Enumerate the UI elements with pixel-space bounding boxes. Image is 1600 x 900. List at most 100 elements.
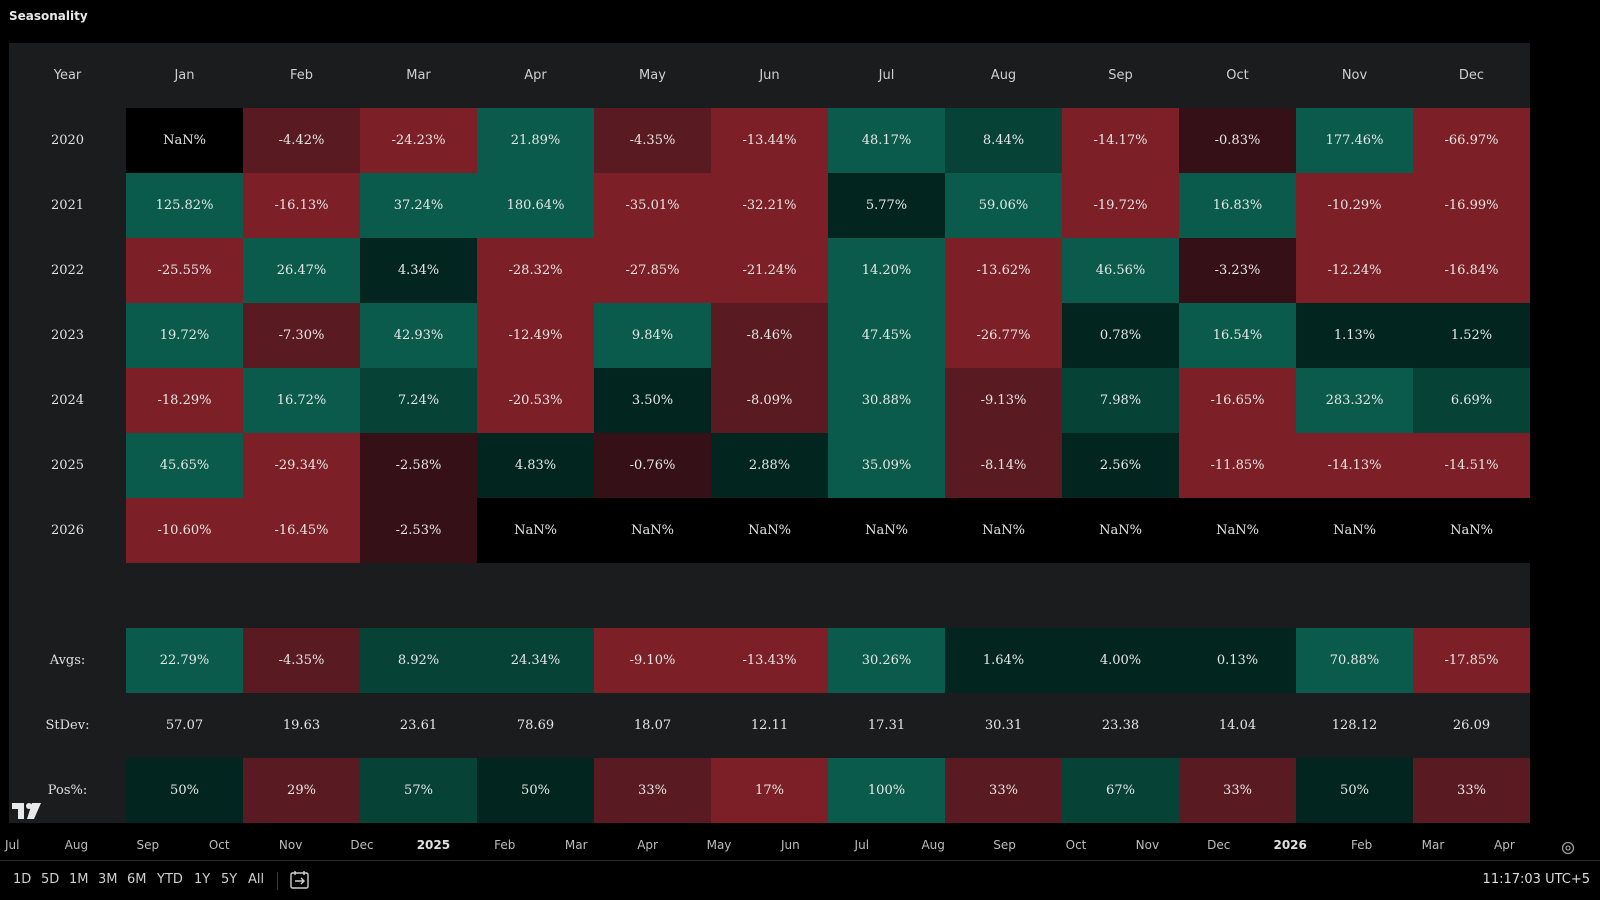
range-button-ytd[interactable]: YTD [157,872,183,887]
heatmap-cell: 4.34% [360,238,477,303]
summary-cell: 33% [1413,758,1530,823]
heatmap-cell: -21.24% [711,238,828,303]
summary-cell: 50% [1296,758,1413,823]
heatmap-cell: NaN% [1179,498,1296,563]
range-button-1y[interactable]: 1Y [194,872,211,887]
summary-cell: 1.64% [945,628,1062,693]
range-button-1d[interactable]: 1D [13,872,32,887]
column-header-feb: Feb [289,68,314,83]
heatmap-cell: -8.14% [945,433,1062,498]
heatmap-cell: -2.58% [360,433,477,498]
bottom-toolbar: 1D 5D 1M 3M 6M YTD 1Y 5Y All 11:17:03 UTC+5 [0,862,1600,900]
summary-cell: 50% [126,758,243,823]
time-axis-tick: Jun [781,838,800,852]
summary-cell: 4.00% [1062,628,1179,693]
heatmap-cell: NaN% [711,498,828,563]
time-axis-tick: Feb [494,838,516,852]
heatmap-cell: 45.65% [126,433,243,498]
heatmap-cell: -32.21% [711,173,828,238]
range-button-1m[interactable]: 1M [69,872,89,887]
range-button-3m[interactable]: 3M [98,872,118,887]
heatmap-cell: -0.76% [594,433,711,498]
summary-cell: -13.43% [711,628,828,693]
heatmap-cell: -35.01% [594,173,711,238]
summary-cell: 33% [945,758,1062,823]
date-range-icon[interactable] [289,870,311,890]
time-axis-tick: Apr [637,838,658,852]
time-axis-tick: Nov [1135,838,1160,852]
range-button-5d[interactable]: 5D [41,872,60,887]
range-button-6m[interactable]: 6M [127,872,147,887]
summary-label-avgs: Avgs: [49,653,86,668]
row-label-2025: 2025 [50,458,85,473]
heatmap-cell: 7.24% [360,368,477,433]
column-header-jul: Jul [878,68,895,83]
heatmap-cell: -10.29% [1296,173,1413,238]
column-header-mar: Mar [406,68,431,83]
heatmap-cell: -11.85% [1179,433,1296,498]
heatmap-cell: 125.82% [126,173,243,238]
summary-cell: 128.12 [1331,718,1378,733]
heatmap-cell: -8.46% [711,303,828,368]
heatmap-cell: -13.44% [711,108,828,173]
heatmap-cell: 180.64% [477,173,594,238]
summary-cell: 33% [1179,758,1296,823]
heatmap-cell: 6.69% [1413,368,1530,433]
heatmap-cell: -3.23% [1179,238,1296,303]
heatmap-cell: 16.54% [1179,303,1296,368]
indicator-title: Seasonality [9,9,88,23]
heatmap-cell: -27.85% [594,238,711,303]
heatmap-cell: NaN% [594,498,711,563]
heatmap-cell: -66.97% [1413,108,1530,173]
heatmap-cell: -14.51% [1413,433,1530,498]
time-axis-tick: 2025 [416,838,451,852]
time-axis-tick: Mar [1421,838,1445,852]
heatmap-cell: -29.34% [243,433,360,498]
clock-readout[interactable]: 11:17:03 UTC+5 [1482,872,1590,887]
heatmap-cell: 8.44% [945,108,1062,173]
summary-cell: 70.88% [1296,628,1413,693]
heatmap-cell: 37.24% [360,173,477,238]
time-axis-tick: Nov [278,838,303,852]
heatmap-cell: 5.77% [828,173,945,238]
heatmap-cell: 35.09% [828,433,945,498]
summary-label-stdev: StDev: [45,718,90,733]
summary-cell: 19.63 [282,718,321,733]
time-axis: Jul Aug Sep Oct Nov Dec 2025 Feb Mar Apr May Jun Jul… [0,838,1600,858]
summary-cell: -17.85% [1413,628,1530,693]
heatmap-cell: -16.65% [1179,368,1296,433]
time-axis-tick: Mar [564,838,588,852]
summary-cell: 22.79% [126,628,243,693]
summary-cell: -9.10% [594,628,711,693]
time-axis-tick: Aug [921,838,945,852]
column-header-year: Year [53,68,82,83]
range-button-all[interactable]: All [248,872,265,887]
heatmap-cell: -16.13% [243,173,360,238]
summary-cell: -4.35% [243,628,360,693]
heatmap-cell: 4.83% [477,433,594,498]
summary-cell: 29% [243,758,360,823]
row-label-2024: 2024 [50,393,85,408]
heatmap-cell: 47.45% [828,303,945,368]
heatmap-cell: 21.89% [477,108,594,173]
heatmap-cell: NaN% [1296,498,1413,563]
heatmap-cell: 48.17% [828,108,945,173]
heatmap-cell: NaN% [1062,498,1179,563]
time-axis-tick: May [706,838,732,852]
heatmap-cell: -10.60% [126,498,243,563]
time-axis-tick: Dec [1207,838,1231,852]
heatmap-cell: NaN% [828,498,945,563]
summary-cell: 12.11 [750,718,789,733]
heatmap-cell: NaN% [945,498,1062,563]
time-axis-tick: Apr [1494,838,1515,852]
heatmap-cell: 1.52% [1413,303,1530,368]
settings-gear-icon[interactable] [1561,841,1575,855]
column-header-nov: Nov [1341,68,1368,83]
tradingview-logo-icon[interactable] [12,803,42,819]
summary-cell: 33% [594,758,711,823]
range-button-5y[interactable]: 5Y [221,872,238,887]
heatmap-cell: -26.77% [945,303,1062,368]
heatmap-cell: NaN% [1413,498,1530,563]
heatmap-cell: 9.84% [594,303,711,368]
time-axis-tick: Feb [1350,838,1373,852]
